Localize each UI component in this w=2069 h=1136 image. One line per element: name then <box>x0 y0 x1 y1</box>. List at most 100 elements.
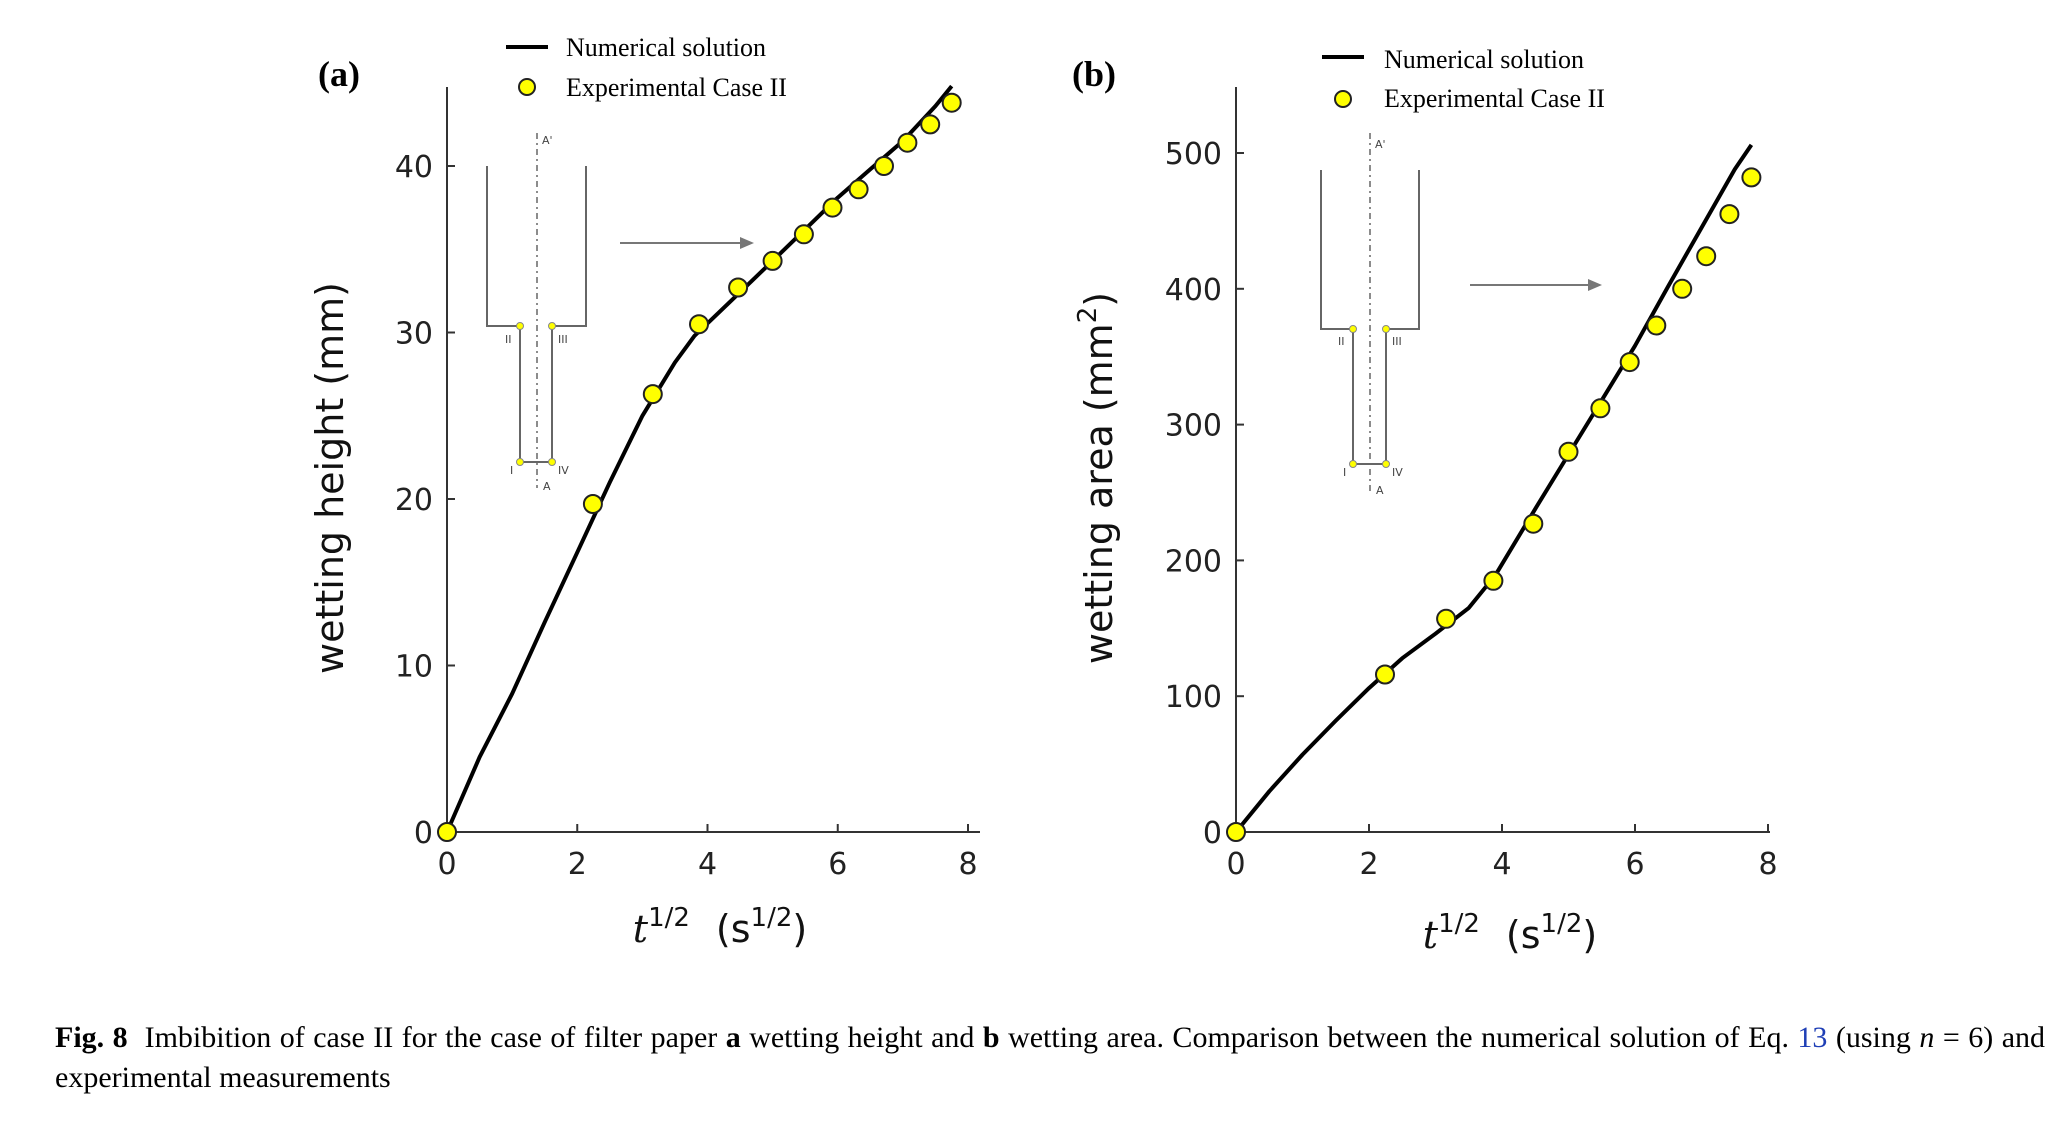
data-point-experimental <box>897 132 918 153</box>
arrow-right-icon <box>1588 279 1602 291</box>
data-point-experimental <box>1672 278 1693 299</box>
caption-text-1: Imbibition of case II for the case of fi… <box>144 1021 726 1054</box>
equation-link[interactable]: 13 <box>1797 1021 1828 1054</box>
inset-label-i: I <box>1343 466 1346 479</box>
chart-panel-a: (a) Numerical solution Experimental Case… <box>308 33 980 951</box>
x-tick-label: 0 <box>1226 847 1245 882</box>
caption-var-n: n <box>1919 1021 1935 1054</box>
legend-label-experimental: Experimental Case II <box>566 73 787 102</box>
inset-schematic <box>486 133 754 488</box>
panel-a-legend: Numerical solution Experimental Case II <box>506 33 787 102</box>
x-tick-label: 2 <box>568 847 587 882</box>
inset-label-iii: III <box>558 333 568 346</box>
caption-text-5: = 6) and experimental measurements <box>55 1021 2046 1094</box>
legend-marker-swatch <box>1334 90 1352 108</box>
data-point-experimental <box>1436 608 1457 629</box>
y-axis-title: wetting height (mm) <box>308 282 352 674</box>
data-point-experimental <box>1558 441 1579 462</box>
x-ticks: 0 2 4 6 8 <box>1226 824 1778 882</box>
x-axis-title-base: t <box>633 907 649 951</box>
y-axis-title-exp: 2 <box>1073 307 1103 324</box>
x-axis-title-unit-exp: 1/2 <box>1541 909 1583 939</box>
x-tick-label: 0 <box>437 847 456 882</box>
legend-label-experimental: Experimental Case II <box>1384 84 1605 113</box>
inset-point <box>516 322 524 330</box>
y-tick-label: 400 <box>1165 273 1222 308</box>
data-point-experimental <box>728 277 749 298</box>
x-axis-title-exp: 1/2 <box>648 903 690 933</box>
y-tick-label: 30 <box>395 317 433 352</box>
y-tick-label: 0 <box>1203 816 1222 851</box>
inset-label-ii: II <box>1338 335 1345 348</box>
inset-point <box>1382 325 1390 333</box>
panel-b-label: (b) <box>1072 54 1116 94</box>
data-point-experimental <box>920 114 941 135</box>
data-point-experimental <box>874 156 894 176</box>
caption-text-4: (using <box>1827 1021 1920 1054</box>
y-axis-title-text: wetting area (mm <box>1077 323 1121 664</box>
inset-label-iii: III <box>1392 335 1402 348</box>
inset-points <box>516 322 556 466</box>
figure-caption: Fig. 8 Imbibition of case II for the cas… <box>55 1018 2045 1098</box>
data-point-experimental <box>848 179 869 200</box>
inset-point <box>548 322 556 330</box>
inset-points <box>1349 325 1390 468</box>
data-point-experimental <box>1375 664 1395 685</box>
y-tick-label: 20 <box>395 483 433 518</box>
data-point-experimental <box>793 224 814 245</box>
x-axis-title: t1/2 (s1/2) <box>633 903 807 951</box>
x-tick-label: 8 <box>1758 847 1777 882</box>
inset-label-ii: II <box>505 333 512 346</box>
panel-b-legend: Numerical solution Experimental Case II <box>1322 45 1605 113</box>
x-tick-label: 8 <box>958 847 977 882</box>
data-point-experimental <box>1523 513 1544 534</box>
legend-label-numerical: Numerical solution <box>1384 45 1584 74</box>
inset-label-i: I <box>510 464 513 477</box>
x-axis-title-base: t <box>1423 913 1439 957</box>
inset-point <box>1382 460 1390 468</box>
data-point-experimental <box>689 314 709 335</box>
y-tick-label: 200 <box>1165 544 1222 579</box>
data-point-experimental <box>1590 398 1611 419</box>
inset-label-top: A' <box>1375 138 1386 151</box>
y-tick-label: 40 <box>395 150 433 185</box>
x-tick-label: 6 <box>1625 847 1644 882</box>
inset-label-bottom: A <box>1376 484 1384 497</box>
data-point-experimental <box>1483 570 1504 591</box>
inset-label-top: A' <box>542 134 553 147</box>
data-point-experimental <box>1619 352 1640 373</box>
data-point-experimental <box>582 494 603 514</box>
y-tick-label: 10 <box>395 650 433 685</box>
caption-text-2: wetting height and <box>740 1021 983 1054</box>
inset-label-bottom: A <box>543 480 551 493</box>
x-ticks: 0 2 4 6 8 <box>437 824 978 882</box>
chart-panel-b: (b) Numerical solution Experimental Case… <box>1072 45 1778 957</box>
data-point-experimental <box>941 92 962 113</box>
inset-point <box>1349 325 1357 333</box>
x-axis-title-unit-exp: 1/2 <box>751 903 793 933</box>
x-axis-title: t1/2 (s1/2) <box>1423 909 1597 957</box>
legend-marker-swatch <box>518 78 536 96</box>
y-tick-label: 0 <box>414 816 433 851</box>
y-tick-label: 500 <box>1165 137 1222 172</box>
inset-point <box>1349 460 1357 468</box>
inset-schematic <box>1320 133 1602 495</box>
data-point-experimental <box>1226 822 1246 842</box>
inset-point <box>548 458 556 466</box>
inset-channel-outline <box>486 166 587 463</box>
caption-fig-label: Fig. 8 <box>55 1021 128 1054</box>
series-layer <box>437 84 962 842</box>
arrow-right-icon <box>740 237 754 249</box>
y-axis-title: wetting area (mm2) <box>1073 292 1121 664</box>
x-tick-label: 2 <box>1359 847 1378 882</box>
x-axis-title-unit: (s <box>1506 913 1541 957</box>
data-point-experimental <box>762 250 783 271</box>
y-ticks: 0 10 20 30 40 <box>395 150 455 851</box>
series-line-numerical <box>445 84 954 833</box>
y-ticks: 0 100 200 300 400 500 <box>1165 137 1244 851</box>
x-tick-label: 6 <box>828 847 847 882</box>
inset-point <box>516 458 524 466</box>
inset-label-iv: IV <box>1392 466 1403 479</box>
x-axis-title-unit: (s <box>716 907 751 951</box>
